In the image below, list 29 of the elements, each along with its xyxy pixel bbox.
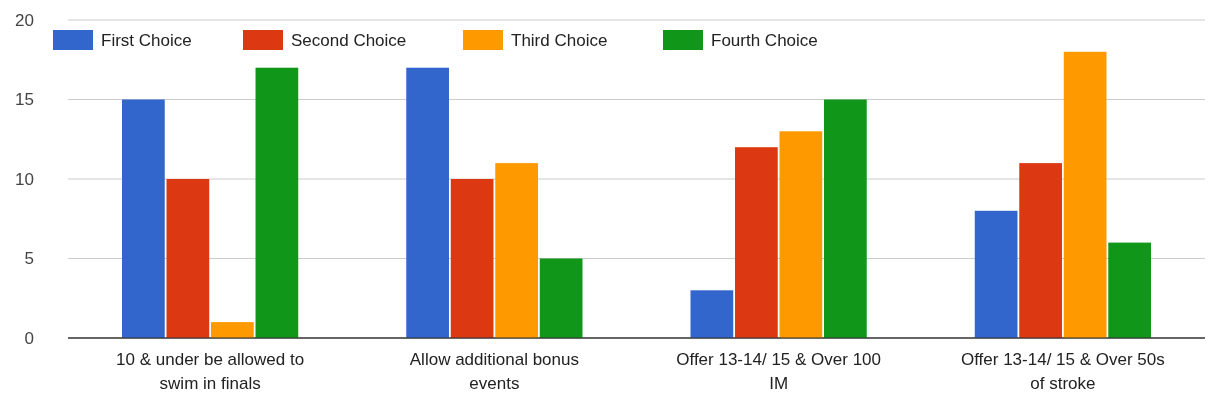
bar: [450, 179, 494, 338]
x-tick-label: Offer 13-14/ 15 & Over 100 IM: [676, 350, 881, 393]
bar: [1019, 163, 1062, 338]
y-tick-label: 20: [15, 10, 34, 30]
bar: [406, 67, 449, 338]
legend-label: Second Choice: [291, 30, 407, 50]
bar: [122, 99, 165, 338]
bar: [974, 210, 1018, 338]
x-tick-label: 10 & under be allowed to swim in finals: [116, 350, 305, 393]
bar: [255, 67, 299, 338]
bar: [539, 258, 583, 338]
bar: [1108, 242, 1151, 338]
legend-label: Fourth Choice: [711, 30, 818, 50]
y-tick-label: 10: [15, 169, 34, 189]
legend-label: Third Choice: [511, 30, 608, 50]
bar: [690, 290, 734, 338]
bar: [779, 131, 823, 338]
bar: [211, 322, 254, 338]
legend-label: First Choice: [101, 30, 192, 50]
x-tick-label: Allow additional bonus events: [409, 350, 579, 393]
bar: [1063, 51, 1107, 338]
bar: [166, 179, 210, 338]
y-tick-label: 5: [24, 249, 34, 269]
bar: [824, 99, 867, 338]
x-tick-label: Offer 13-14/ 15 & Over 50s of stroke: [960, 350, 1165, 393]
y-tick-label: 15: [15, 90, 34, 110]
bar: [735, 147, 778, 338]
bar: [495, 163, 538, 338]
y-tick-label: 0: [24, 328, 34, 348]
